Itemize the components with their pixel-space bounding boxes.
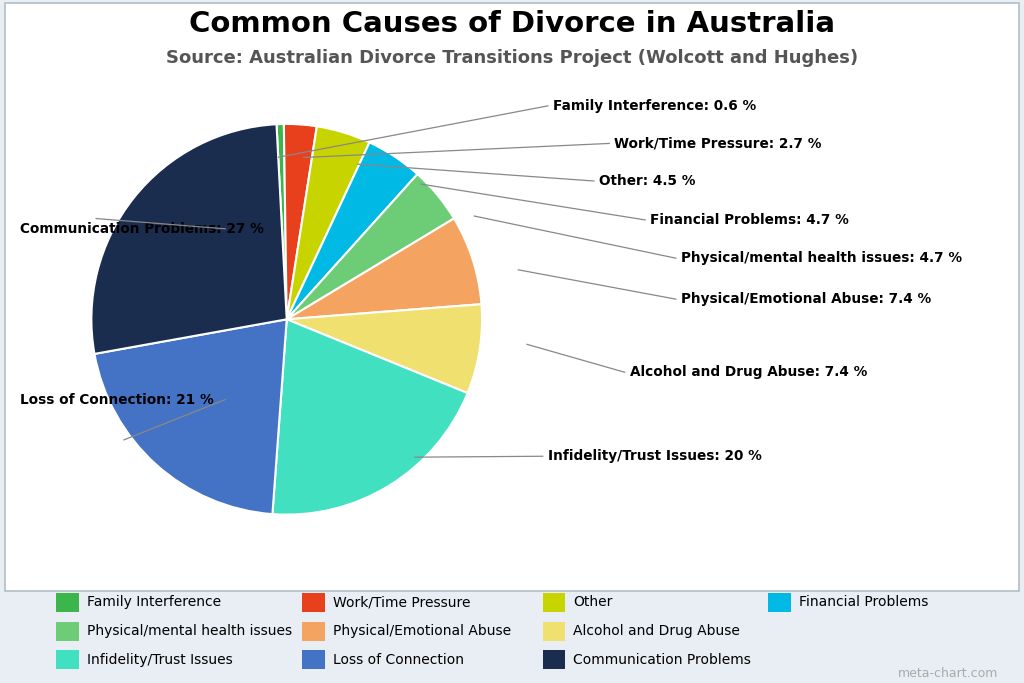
Text: Alcohol and Drug Abuse: 7.4 %: Alcohol and Drug Abuse: 7.4 % [630,365,867,379]
Text: Loss of Connection: Loss of Connection [333,653,464,667]
Wedge shape [287,219,481,320]
Text: Physical/Emotional Abuse: Physical/Emotional Abuse [333,624,511,638]
Text: Source: Australian Divorce Transitions Project (Wolcott and Hughes): Source: Australian Divorce Transitions P… [166,49,858,67]
Text: Financial Problems: Financial Problems [799,596,928,609]
Text: Other: Other [573,596,612,609]
Wedge shape [287,174,454,320]
Text: Physical/mental health issues: 4.7 %: Physical/mental health issues: 4.7 % [681,251,962,265]
Wedge shape [287,126,370,320]
Wedge shape [287,304,482,393]
Text: Other: 4.5 %: Other: 4.5 % [599,174,695,188]
Text: Infidelity/Trust Issues: 20 %: Infidelity/Trust Issues: 20 % [548,449,762,463]
Wedge shape [94,320,287,514]
Wedge shape [91,124,287,354]
Text: Physical/mental health issues: Physical/mental health issues [87,624,292,638]
Text: Work/Time Pressure: 2.7 %: Work/Time Pressure: 2.7 % [614,137,822,150]
Text: Alcohol and Drug Abuse: Alcohol and Drug Abuse [573,624,740,638]
Wedge shape [284,124,316,320]
Text: Loss of Connection: 21 %: Loss of Connection: 21 % [20,393,214,406]
Text: Financial Problems: 4.7 %: Financial Problems: 4.7 % [650,213,849,227]
Text: meta-chart.com: meta-chart.com [898,667,998,680]
Text: Common Causes of Divorce in Australia: Common Causes of Divorce in Australia [189,10,835,38]
Wedge shape [272,320,468,514]
Wedge shape [287,142,418,320]
Wedge shape [276,124,287,320]
Text: Family Interference: 0.6 %: Family Interference: 0.6 % [553,99,756,113]
Text: Communication Problems: Communication Problems [573,653,752,667]
Text: Work/Time Pressure: Work/Time Pressure [333,596,470,609]
Text: Infidelity/Trust Issues: Infidelity/Trust Issues [87,653,232,667]
Text: Physical/Emotional Abuse: 7.4 %: Physical/Emotional Abuse: 7.4 % [681,292,931,306]
Text: Communication Problems: 27 %: Communication Problems: 27 % [20,222,264,236]
Text: Family Interference: Family Interference [87,596,221,609]
